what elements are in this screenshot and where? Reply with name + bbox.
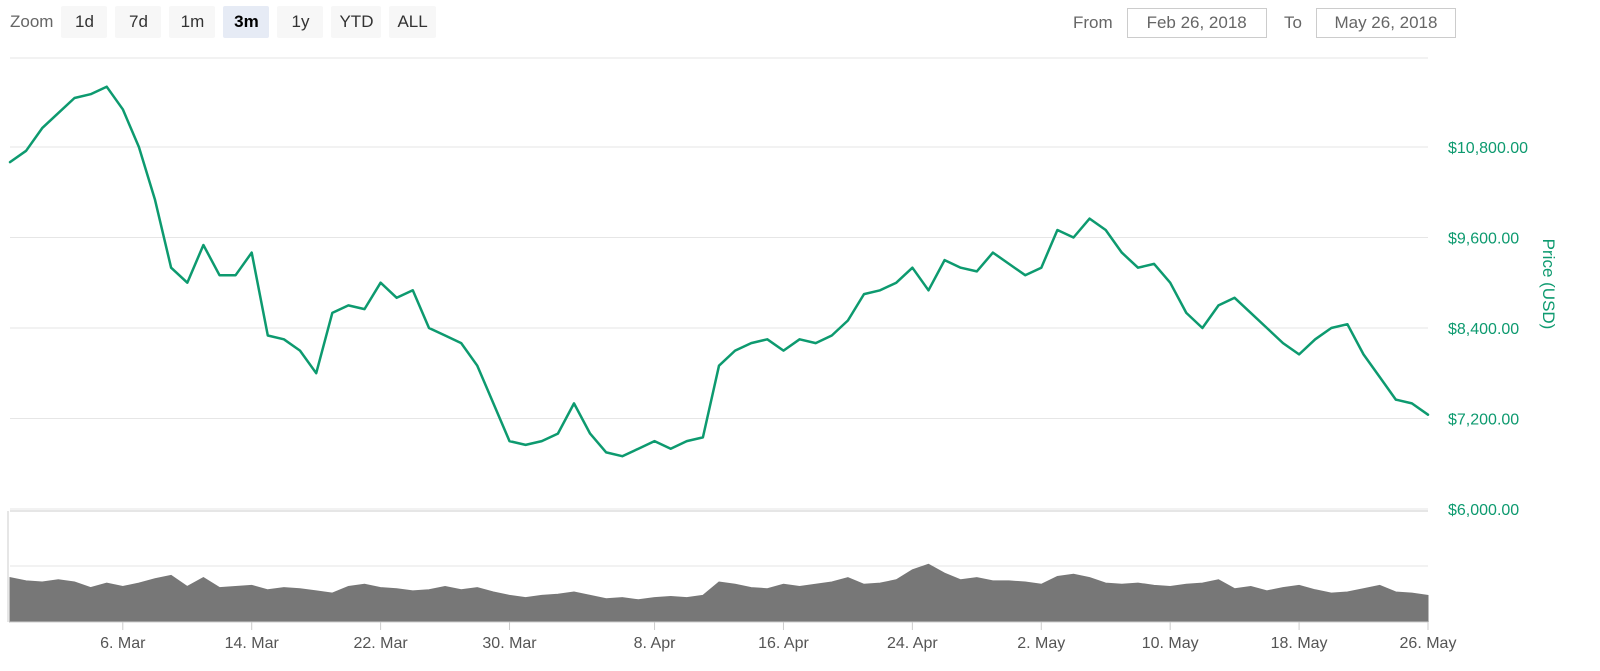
x-tick-label: 14. Mar: [225, 635, 280, 652]
zoom-label: Zoom: [10, 12, 54, 31]
from-range: From: [1073, 7, 1267, 39]
y-tick-label: $8,400.00: [1448, 321, 1519, 338]
x-tick-label: 2. May: [1017, 635, 1065, 652]
zoom-ytd-button[interactable]: YTD: [331, 6, 382, 38]
y-axis-title: Price (USD): [1539, 239, 1558, 330]
x-tick-label: 6. Mar: [100, 635, 146, 652]
y-tick-label: $6,000.00: [1448, 502, 1519, 519]
zoom-1d-button[interactable]: 1d: [61, 6, 108, 38]
zoom-7d-button[interactable]: 7d: [115, 6, 162, 38]
x-tick-label: 18. May: [1271, 635, 1328, 652]
price-series-line: [8, 85, 1430, 458]
zoom-bar: Zoom 1d 7d 1m 3m 1y YTD ALL: [10, 6, 444, 38]
from-date-input[interactable]: [1126, 8, 1267, 38]
x-tick-label: 26. May: [1400, 635, 1457, 652]
x-tick-label: 16. Apr: [758, 635, 809, 652]
volume-area: [9, 563, 1429, 623]
x-tick-label: 30. Mar: [482, 635, 537, 652]
zoom-1m-button[interactable]: 1m: [169, 6, 216, 38]
y-tick-label: $7,200.00: [1448, 411, 1519, 428]
to-date-input[interactable]: [1315, 8, 1456, 38]
zoom-3m-button[interactable]: 3m: [223, 6, 270, 38]
from-label: From: [1073, 13, 1113, 32]
zoom-1y-button[interactable]: 1y: [277, 6, 324, 38]
to-range: To: [1284, 7, 1456, 39]
x-tick-label: 22. Mar: [353, 635, 408, 652]
y-tick-label: $9,600.00: [1448, 230, 1519, 247]
zoom-all-button[interactable]: ALL: [389, 6, 436, 38]
to-label: To: [1284, 13, 1302, 32]
x-tick-label: 10. May: [1142, 635, 1199, 652]
x-tick-label: 24. Apr: [887, 635, 938, 652]
x-tick-label: 8. Apr: [634, 635, 676, 652]
y-tick-label: $10,800.00: [1448, 140, 1528, 157]
